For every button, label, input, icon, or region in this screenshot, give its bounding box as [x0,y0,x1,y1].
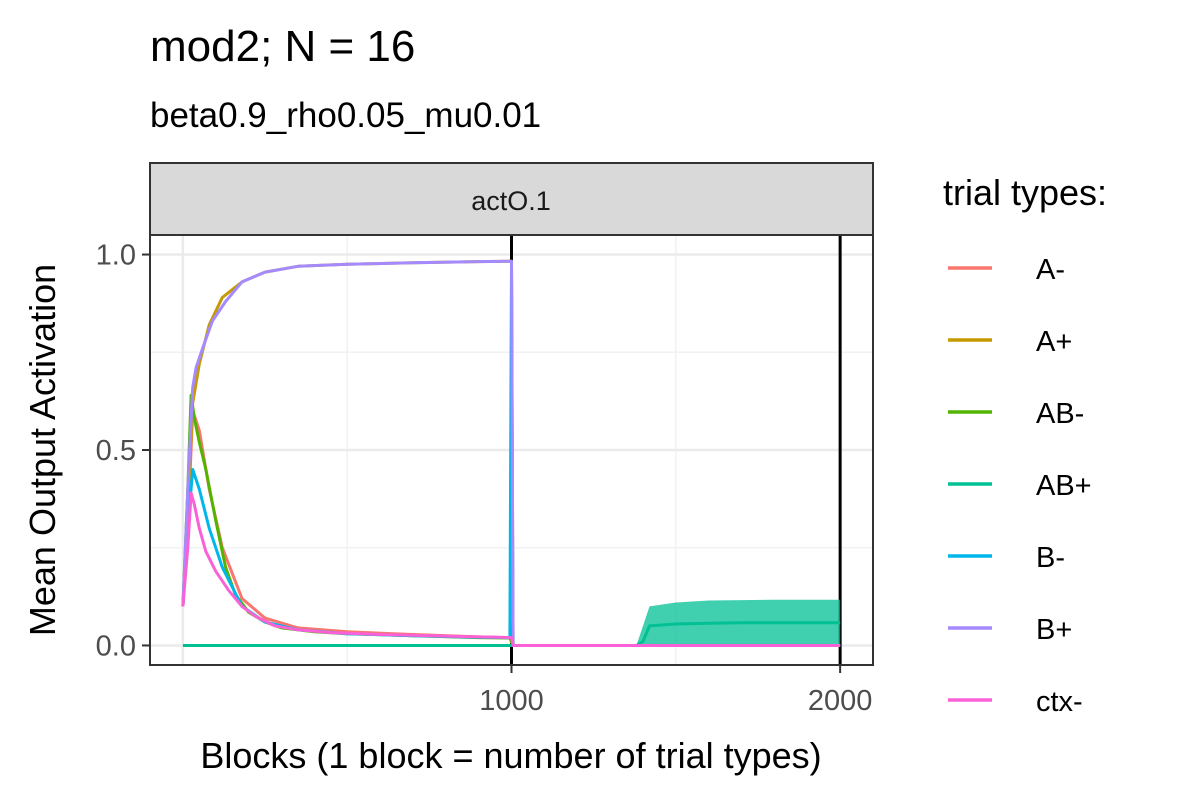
chart-subtitle: beta0.9_rho0.05_mu0.01 [150,96,542,135]
x-tick-label: 2000 [808,685,873,717]
legend-label-AB+: AB+ [1036,470,1092,502]
y-axis: 0.0 0.5 1.0 [96,240,150,662]
legend-label-A-: A- [1036,254,1065,286]
legend-label-ctx-: ctx- [1036,686,1083,718]
legend-label-B+: B+ [1036,614,1072,646]
legend-title: trial types: [943,172,1107,213]
series-lines [181,259,841,647]
series-line-ctx- [181,491,841,647]
y-axis-title: Mean Output Activation [22,264,63,636]
ribbons [182,599,841,646]
legend-label-AB-: AB- [1036,398,1084,430]
y-tick-label: 1.0 [96,240,136,272]
x-axis: 1000 2000 [479,665,872,717]
y-tick-label: 0.0 [96,630,136,662]
facet-label: actO.1 [471,186,551,216]
legend-label-A+: A+ [1036,326,1072,358]
x-tick-label: 1000 [479,685,544,717]
chart-title: mod2; N = 16 [150,22,416,71]
y-tick-label: 0.5 [96,435,136,467]
series-ribbon-AB+ [182,599,841,646]
legend-label-B-: B- [1036,542,1065,574]
x-axis-title: Blocks (1 block = number of trial types) [200,735,821,776]
legend: A- A+ AB- AB+ B- B+ ctx- [948,254,1092,718]
